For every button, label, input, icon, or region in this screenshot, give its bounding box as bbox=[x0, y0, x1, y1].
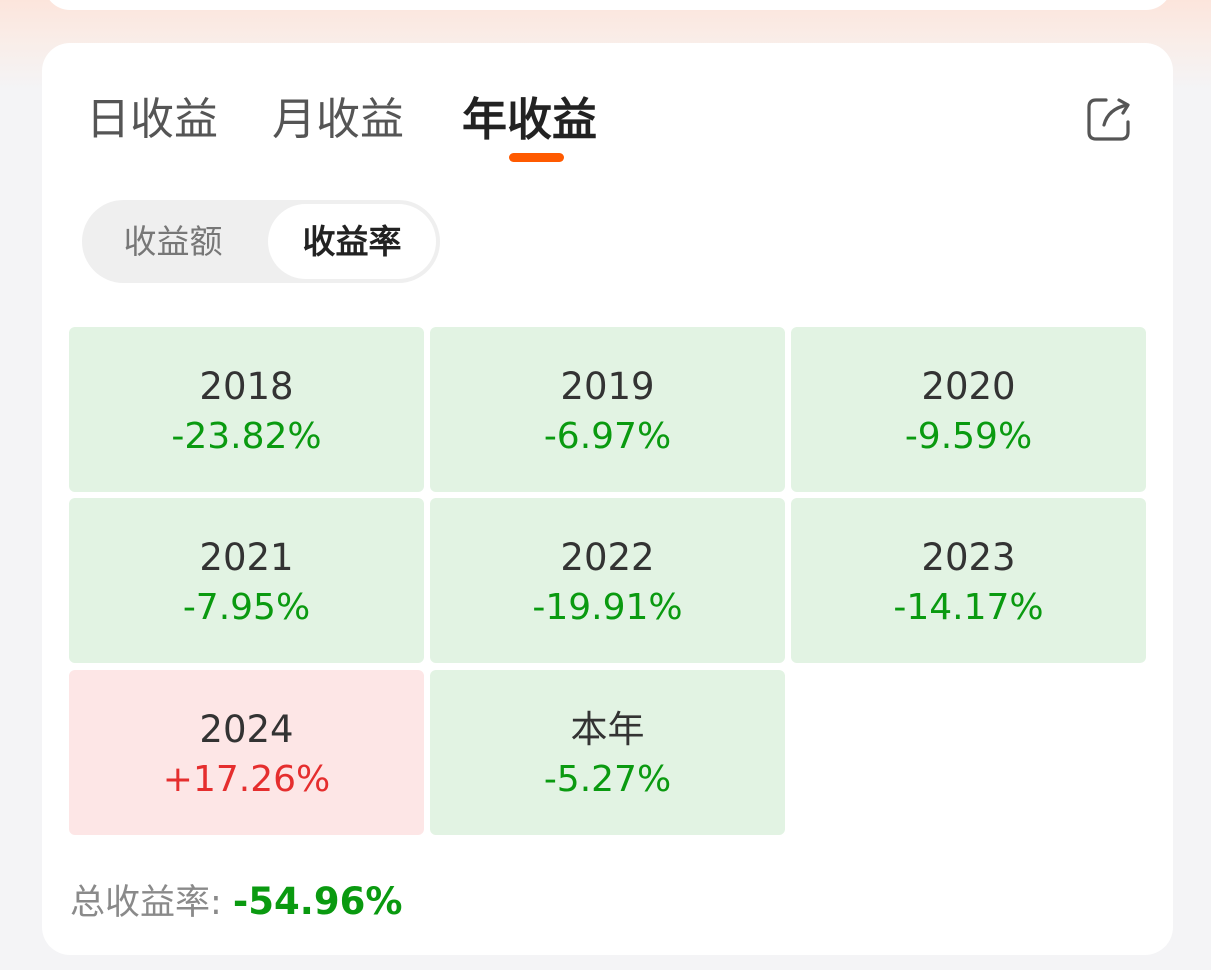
return-cell-2018: 2018 -23.82% bbox=[69, 327, 424, 492]
return-year: 2022 bbox=[560, 536, 655, 579]
return-cell-2019: 2019 -6.97% bbox=[430, 327, 785, 492]
return-rate: -19.91% bbox=[532, 587, 683, 628]
return-cell-2023: 2023 -14.17% bbox=[791, 498, 1146, 663]
tab-daily-returns[interactable]: 日收益 bbox=[86, 94, 218, 145]
return-year: 2020 bbox=[921, 365, 1016, 408]
active-tab-indicator bbox=[509, 153, 564, 162]
toggle-return-rate[interactable]: 收益率 bbox=[268, 204, 436, 279]
return-rate: -14.17% bbox=[893, 587, 1044, 628]
return-cell-2021: 2021 -7.95% bbox=[69, 498, 424, 663]
tab-yearly-returns[interactable]: 年收益 bbox=[462, 93, 598, 146]
return-rate: -5.27% bbox=[543, 759, 672, 800]
return-year: 本年 bbox=[570, 708, 645, 751]
return-rate: -9.59% bbox=[904, 416, 1033, 457]
return-rate: +17.26% bbox=[162, 759, 331, 800]
metric-toggle: 收益额 收益率 bbox=[82, 200, 440, 283]
return-rate: -6.97% bbox=[543, 416, 672, 457]
share-icon[interactable] bbox=[1086, 96, 1132, 142]
return-year: 2023 bbox=[921, 536, 1016, 579]
return-rate: -23.82% bbox=[171, 416, 322, 457]
previous-card-bottom bbox=[44, 0, 1172, 10]
total-return-label: 总收益率: bbox=[70, 883, 233, 923]
total-return: 总收益率: -54.96% bbox=[70, 876, 402, 928]
return-year: 2018 bbox=[199, 365, 294, 408]
total-return-value: -54.96% bbox=[232, 880, 403, 923]
return-rate: -7.95% bbox=[182, 587, 311, 628]
return-cell-2022: 2022 -19.91% bbox=[430, 498, 785, 663]
return-year: 2021 bbox=[199, 536, 294, 579]
toggle-return-amount[interactable]: 收益额 bbox=[123, 222, 223, 261]
return-year: 2024 bbox=[199, 708, 294, 751]
return-cell-current-year: 本年 -5.27% bbox=[430, 670, 785, 835]
return-cell-2020: 2020 -9.59% bbox=[791, 327, 1146, 492]
return-cell-2024: 2024 +17.26% bbox=[69, 670, 424, 835]
return-year: 2019 bbox=[560, 365, 655, 408]
tab-monthly-returns[interactable]: 月收益 bbox=[272, 94, 404, 145]
